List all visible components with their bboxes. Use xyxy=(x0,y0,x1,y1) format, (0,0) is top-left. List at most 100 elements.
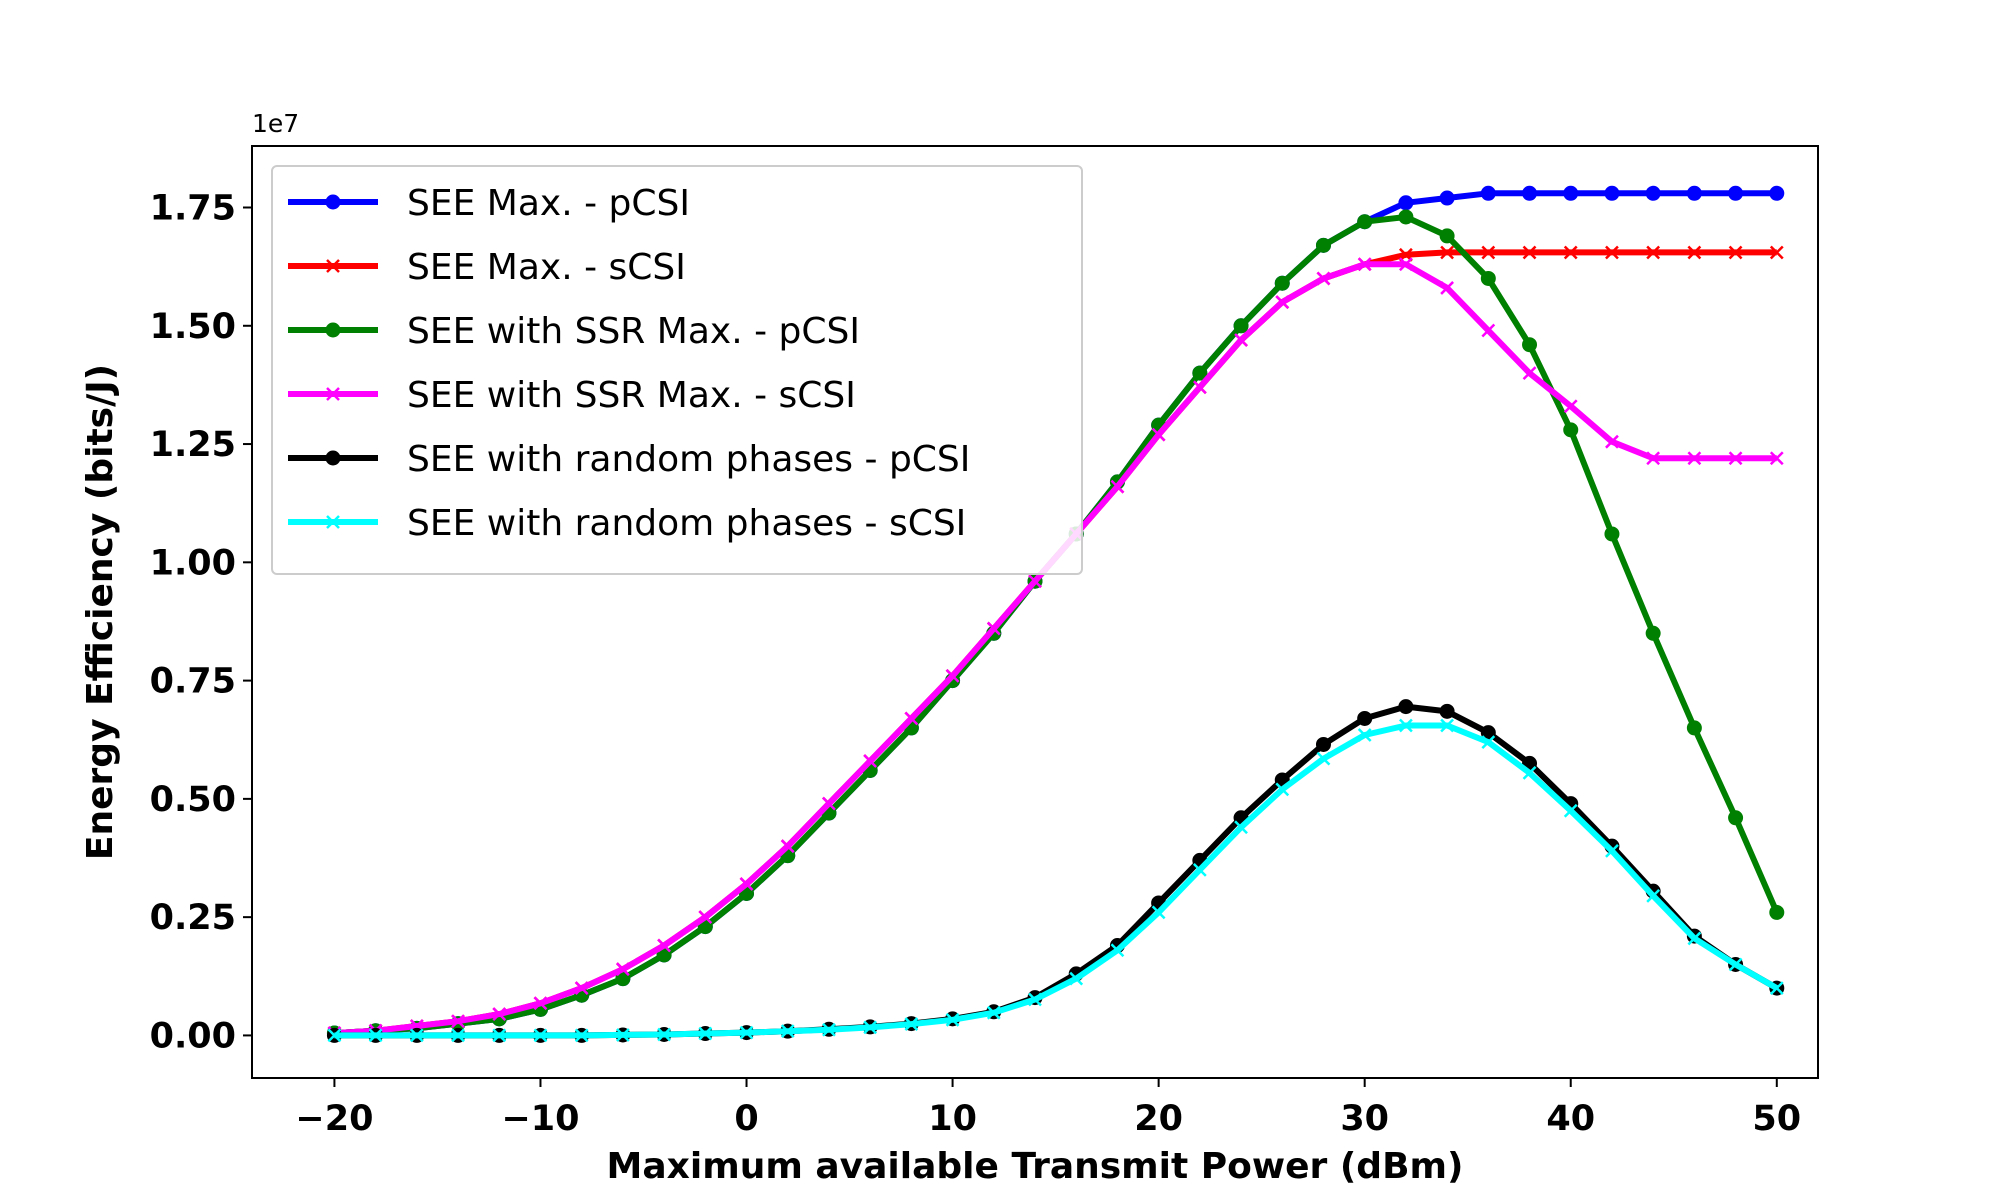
data-point xyxy=(1522,245,1537,260)
data-point xyxy=(492,1007,507,1022)
data-point xyxy=(657,1027,671,1042)
data-point xyxy=(698,910,713,925)
data-point xyxy=(1398,195,1414,211)
data-point xyxy=(1769,981,1784,995)
data-point xyxy=(533,1028,548,1043)
legend-label: SEE with random phases - pCSI xyxy=(407,439,970,480)
data-point xyxy=(904,1017,919,1031)
data-point xyxy=(616,1028,630,1042)
data-point xyxy=(1357,214,1373,230)
data-point xyxy=(1398,209,1414,225)
data-point xyxy=(327,1028,342,1043)
data-point xyxy=(1439,703,1455,719)
legend-box xyxy=(271,165,1083,575)
data-point xyxy=(574,1028,589,1043)
y-axis-label: Energy Efficiency (bits/J) xyxy=(80,364,121,860)
x-tick-label: 10 xyxy=(928,1099,977,1139)
data-point xyxy=(1563,185,1579,201)
data-point xyxy=(1687,451,1702,466)
data-point xyxy=(1605,434,1619,449)
data-point xyxy=(1563,422,1579,438)
data-point xyxy=(780,839,795,854)
data-point xyxy=(1151,427,1166,442)
data-point xyxy=(1192,862,1207,877)
data-point xyxy=(574,981,589,995)
series-6 xyxy=(327,718,1784,1043)
data-point xyxy=(1769,451,1784,466)
data-point xyxy=(451,1028,465,1043)
plot-area-frame xyxy=(251,145,1819,1079)
data-point xyxy=(1440,245,1454,260)
data-point xyxy=(1315,736,1331,752)
data-point xyxy=(1234,820,1248,835)
x-tick-label: 40 xyxy=(1546,1099,1595,1139)
legend: SEE Max. - pCSI SEE Max. - sCSI SEE with S… xyxy=(271,165,1083,575)
axis-ticks: −20 −10 0 10 20 30 40 50 0.00 0.25 0.50 0.75 1.00 1.2… xyxy=(150,189,1802,1139)
y-tick-label: 1.75 xyxy=(150,189,236,229)
data-point xyxy=(1728,957,1743,972)
data-point xyxy=(1728,185,1744,201)
data-point xyxy=(945,668,960,683)
x-tick-label: −10 xyxy=(501,1099,579,1139)
y-tick-label: 1.00 xyxy=(150,543,236,583)
data-point xyxy=(1275,295,1290,310)
data-point xyxy=(1563,399,1578,414)
data-point xyxy=(657,938,671,953)
data-point xyxy=(616,962,630,977)
legend-label: SEE with SSR Max. - pCSI xyxy=(407,311,860,352)
legend-item: SEE with SSR Max. - pCSI xyxy=(288,311,860,352)
data-point xyxy=(1481,323,1496,338)
data-point xyxy=(533,996,548,1011)
data-point xyxy=(863,1020,878,1035)
legend-item: SEE Max. - sCSI xyxy=(288,247,686,288)
data-point xyxy=(1028,992,1042,1007)
x-tick-label: 30 xyxy=(1340,1099,1389,1139)
y-tick-label: 1.50 xyxy=(150,307,236,347)
data-point xyxy=(1481,245,1496,260)
legend-label: SEE Max. - pCSI xyxy=(407,183,690,224)
data-point xyxy=(1687,245,1702,260)
data-point xyxy=(1110,479,1125,494)
y-tick-label: 0.25 xyxy=(150,898,236,938)
data-point xyxy=(986,621,1001,636)
data-point xyxy=(863,754,878,768)
data-point xyxy=(1728,451,1743,466)
data-point xyxy=(1604,185,1620,201)
data-point xyxy=(904,711,919,726)
data-point xyxy=(986,1005,1001,1020)
data-point xyxy=(368,1028,383,1043)
y-tick-label: 0.50 xyxy=(150,780,236,820)
data-point xyxy=(1769,185,1785,201)
legend-item: SEE with random phases - pCSI xyxy=(288,439,970,480)
x-tick-label: 0 xyxy=(734,1099,758,1139)
data-point xyxy=(1151,905,1166,920)
data-point xyxy=(1192,365,1208,381)
data-point xyxy=(739,1025,754,1040)
data-point xyxy=(1687,931,1702,946)
data-point xyxy=(780,1024,795,1039)
data-point xyxy=(822,796,836,811)
data-point xyxy=(1522,337,1538,353)
data-point xyxy=(739,877,754,891)
data-point xyxy=(1275,782,1290,797)
data-point xyxy=(326,387,340,401)
data-point xyxy=(1028,574,1042,589)
legend-item: SEE with SSR Max. - sCSI xyxy=(288,375,856,416)
data-point xyxy=(1646,451,1661,466)
data-point xyxy=(1439,190,1455,206)
data-point xyxy=(1522,185,1538,201)
data-point xyxy=(409,1028,424,1043)
data-point xyxy=(326,515,340,529)
data-point xyxy=(1234,333,1248,347)
data-point xyxy=(492,1028,507,1043)
data-point xyxy=(1563,245,1578,260)
data-point xyxy=(945,1012,960,1027)
y-tick-label: 1.25 xyxy=(150,425,236,465)
data-point xyxy=(325,450,341,466)
data-point xyxy=(1605,844,1619,858)
data-point xyxy=(698,1026,713,1041)
data-point xyxy=(1315,237,1331,253)
data-point xyxy=(822,1022,836,1037)
data-point xyxy=(1522,366,1537,380)
